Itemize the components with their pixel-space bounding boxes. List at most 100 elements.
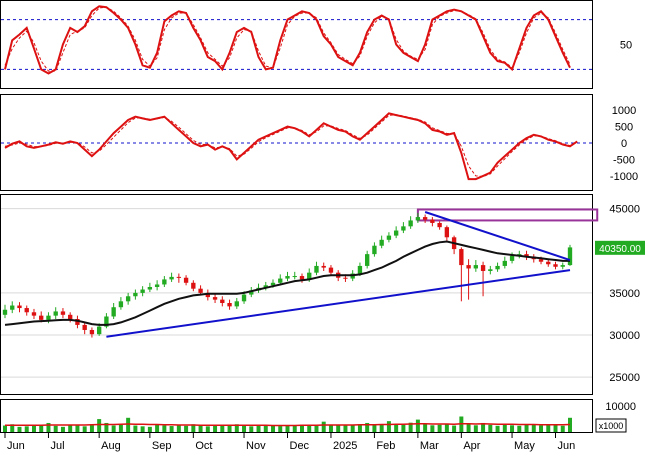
candle-body bbox=[321, 265, 326, 268]
candle-body bbox=[379, 239, 384, 246]
candle-body bbox=[10, 305, 15, 310]
candle-body bbox=[2, 309, 8, 315]
candle-body bbox=[118, 301, 124, 308]
candle-body bbox=[162, 279, 167, 285]
volume-bar bbox=[510, 425, 515, 432]
candle-body bbox=[292, 276, 297, 278]
x-tick-label-4: Oct bbox=[195, 440, 212, 452]
volume-bar bbox=[495, 425, 500, 432]
candle-body bbox=[567, 247, 573, 266]
panel-frames bbox=[0, 0, 593, 433]
x-tick-label-2: Aug bbox=[101, 440, 121, 452]
volume-moving-average-line bbox=[5, 422, 571, 427]
candle-body bbox=[422, 217, 428, 220]
momentum-tick-label-0: 1000 bbox=[612, 105, 636, 117]
x-tick-label-12: Jun bbox=[558, 440, 576, 452]
volume-bar bbox=[46, 422, 51, 432]
candle-body bbox=[365, 254, 370, 266]
momentum-tick-label-4: -1000 bbox=[610, 171, 638, 183]
volume-bar bbox=[546, 424, 551, 432]
candle-body bbox=[220, 299, 225, 304]
volume-bar bbox=[415, 419, 420, 432]
momentum-main-line bbox=[4, 112, 578, 181]
candle-body bbox=[495, 265, 500, 270]
candle-body bbox=[125, 296, 131, 302]
candle-body bbox=[263, 285, 268, 288]
candle-body bbox=[198, 288, 203, 293]
candle-body bbox=[169, 276, 174, 280]
candle-body bbox=[68, 314, 73, 320]
candle-body bbox=[60, 311, 66, 315]
candle-body bbox=[546, 261, 551, 265]
momentum-tick-label-1: 500 bbox=[615, 122, 633, 134]
candle-body bbox=[227, 303, 232, 307]
volume-bar bbox=[39, 425, 44, 432]
volume-bar bbox=[133, 425, 138, 432]
candle-body bbox=[393, 230, 399, 236]
candle-body bbox=[89, 329, 95, 335]
candle-body bbox=[444, 227, 450, 238]
oscillator-series bbox=[4, 5, 571, 75]
x-tick-label-11: May bbox=[514, 440, 535, 452]
volume-bar bbox=[104, 422, 109, 432]
candle-body bbox=[538, 259, 544, 262]
candle-body bbox=[241, 294, 247, 302]
volume-bar bbox=[539, 425, 544, 432]
candle-body bbox=[386, 235, 392, 240]
volume-bar bbox=[343, 425, 348, 432]
volume-bar bbox=[140, 426, 145, 432]
volume-bar bbox=[524, 424, 529, 432]
volume-bar bbox=[357, 424, 362, 432]
volume-bar bbox=[466, 424, 471, 432]
volume-bar bbox=[118, 424, 123, 432]
candle-body bbox=[17, 305, 22, 309]
volume-bar bbox=[271, 425, 276, 432]
volume-bar bbox=[401, 424, 406, 432]
volume-bar bbox=[394, 424, 399, 432]
candle-body bbox=[314, 265, 319, 273]
x-tick-label-6: Dec bbox=[290, 440, 310, 452]
volume-bar bbox=[176, 425, 181, 432]
volume-bar bbox=[10, 424, 15, 432]
candle-body bbox=[553, 264, 558, 267]
candle-body bbox=[372, 245, 377, 255]
volume-bar bbox=[321, 421, 326, 432]
volume-bar bbox=[75, 425, 80, 432]
volume-unit-label: x1000 bbox=[599, 421, 624, 431]
candle-body bbox=[140, 289, 145, 293]
support-trendline bbox=[106, 269, 571, 338]
volume-bar bbox=[89, 424, 94, 432]
volume-bar bbox=[307, 425, 312, 432]
x-tick-label-1: Jul bbox=[50, 440, 64, 452]
candle-body bbox=[154, 284, 160, 287]
volume-bar bbox=[198, 424, 203, 432]
volume-bar bbox=[452, 425, 457, 432]
volume-bar bbox=[408, 422, 413, 432]
momentum-tick-label-2: 0 bbox=[621, 138, 627, 150]
volume-tick-label-0: 10000 bbox=[605, 401, 636, 413]
price-tick-label-1: 35000 bbox=[609, 288, 640, 300]
candle-body bbox=[401, 226, 406, 231]
volume-bar bbox=[372, 425, 377, 432]
candle-body bbox=[46, 315, 51, 320]
momentum-tick-label-3: -500 bbox=[613, 154, 635, 166]
x-tick-label-8: Feb bbox=[376, 440, 395, 452]
last-price-marker bbox=[595, 240, 645, 255]
candle-body bbox=[307, 272, 312, 280]
candle-body bbox=[104, 316, 109, 327]
volume-bar bbox=[517, 425, 522, 432]
volume-bar bbox=[430, 425, 435, 432]
candle-body bbox=[234, 301, 239, 307]
price-moving-average-line bbox=[4, 240, 570, 326]
oscillator-main-line bbox=[4, 5, 571, 75]
volume-bar bbox=[184, 425, 189, 432]
candle-body bbox=[212, 297, 218, 300]
candle-body bbox=[39, 315, 44, 320]
volume-unit-box bbox=[595, 418, 627, 433]
candle-body bbox=[278, 278, 283, 283]
volume-bar bbox=[82, 426, 87, 432]
candle-body bbox=[249, 290, 254, 295]
volume-bar bbox=[328, 424, 333, 432]
price-tick-label-3: 25000 bbox=[609, 372, 640, 384]
candle-body bbox=[437, 222, 442, 228]
